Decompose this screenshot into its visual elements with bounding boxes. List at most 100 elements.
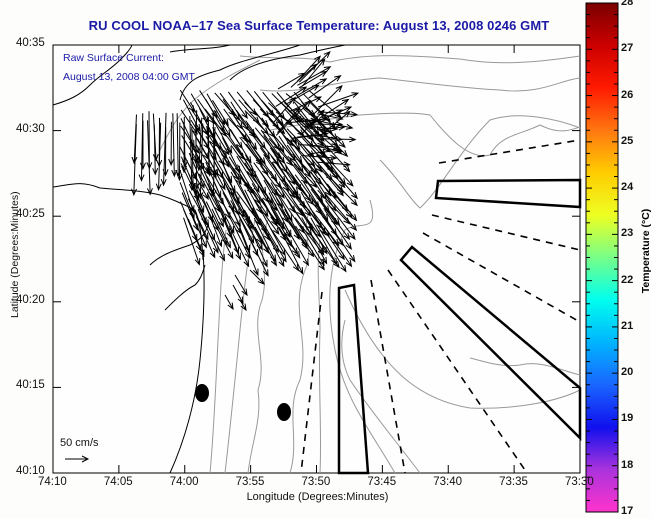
current-vector-arrow [187, 218, 205, 258]
colorbar-tick-label: 24 [621, 181, 634, 194]
current-vector-arrow [239, 299, 247, 312]
current-vector-arrow [189, 208, 207, 249]
current-vector-arrow [317, 92, 360, 108]
current-vector-arrow [260, 165, 285, 199]
current-vector-arrow [179, 146, 197, 181]
current-vector-arrow [325, 218, 356, 263]
current-vector-arrow [309, 207, 340, 247]
x-tick-label: 73:50 [301, 476, 331, 488]
current-vector-arrow [310, 147, 342, 155]
current-vector-arrow [197, 208, 219, 254]
current-vector-arrow [205, 153, 226, 191]
current-vector-arrow [317, 164, 344, 197]
colorbar-tick-label: 17 [621, 505, 634, 517]
current-vector-arrow [206, 192, 224, 228]
current-vector-arrow [316, 161, 351, 168]
colorbar-tick-label: 21 [621, 319, 634, 332]
colorbar [585, 2, 619, 513]
current-vector-arrow [221, 216, 241, 261]
x-tick-label: 73:30 [565, 476, 594, 488]
current-vector-arrow [288, 96, 323, 113]
current-vector-arrow [319, 110, 351, 137]
current-vector-arrow [221, 153, 242, 185]
buoy-marker [277, 403, 291, 421]
current-vector-arrow [324, 209, 352, 251]
scale-arrow-icon [65, 455, 90, 463]
current-vector-arrow [231, 207, 250, 253]
current-vector-arrow [275, 218, 301, 259]
current-vector-arrow [270, 171, 296, 214]
current-vector-arrow [229, 128, 252, 164]
surface-current-vectors [131, 50, 360, 312]
current-vector-arrow [181, 135, 200, 165]
current-vector-arrow [326, 162, 359, 200]
current-vector-arrow [183, 209, 202, 252]
current-vector-arrow [325, 200, 356, 241]
current-vector-arrow [224, 294, 234, 311]
current-vector-arrow [297, 66, 332, 86]
current-vector-arrow [205, 207, 223, 248]
polygon-south [337, 283, 370, 475]
shipping-lane-lines [300, 139, 581, 474]
current-vector-arrow [246, 219, 268, 268]
current-vector-arrow [296, 78, 328, 97]
current-vector-arrow [296, 55, 322, 82]
current-vector-arrow [190, 119, 210, 150]
current-vector-arrow [211, 208, 231, 249]
current-vector-arrow [234, 274, 248, 297]
current-vector-arrow [245, 143, 269, 176]
colorbar-tick-label: 19 [621, 412, 634, 425]
colorbar-tick-label: 18 [621, 458, 634, 471]
current-vector-arrow [317, 225, 347, 273]
current-vector-arrow [160, 112, 167, 187]
current-vector-arrow [140, 120, 146, 171]
x-tick-label: 74:00 [169, 476, 199, 488]
current-vector-arrow [227, 91, 248, 120]
current-vector-arrow [259, 209, 286, 257]
current-vector-arrow [311, 84, 343, 117]
current-vector-arrow [308, 225, 340, 269]
x-axis-label: Longitude (Degrees:Minutes) [0, 491, 651, 503]
current-vector-arrow [319, 111, 359, 118]
current-vector-arrow [195, 216, 216, 259]
current-vector-arrow [243, 209, 270, 254]
colorbar-tick-label: 25 [621, 134, 634, 147]
current-vector-arrow [295, 225, 325, 271]
current-vector-arrow [211, 136, 230, 168]
current-vector-arrow [253, 198, 280, 235]
current-vector-arrow [316, 113, 344, 121]
y-axis-label: Latitude (Degrees:Minutes) [9, 191, 21, 318]
current-vector-arrow [286, 137, 316, 167]
current-vector-arrow [290, 115, 318, 124]
y-tick-label: 40:25 [16, 208, 45, 221]
current-vector-arrow [131, 124, 137, 197]
legend-line-1: Raw Surface Current: [63, 52, 164, 64]
current-vector-arrow [319, 198, 351, 241]
current-vector-arrow [162, 127, 169, 177]
current-vector-arrow [325, 172, 358, 207]
colorbar-ticks [586, 2, 618, 513]
current-vector-arrow [278, 227, 304, 275]
current-vector-arrow [308, 74, 342, 99]
current-vector-arrow [183, 217, 201, 266]
y-tick-label: 40:20 [16, 293, 45, 306]
current-vector-arrow [254, 226, 277, 267]
x-tick-label: 73:55 [235, 476, 265, 488]
buoy-marker [195, 384, 209, 402]
current-vector-arrow [275, 99, 312, 136]
y-tick-label: 40:35 [16, 37, 45, 49]
current-vector-arrow [326, 183, 358, 222]
colorbar-title: Temperature (°C) [640, 208, 651, 294]
axis-ticks [52, 44, 581, 474]
chart-title: RU COOL NOAA–17 Sea Surface Temperature:… [88, 18, 550, 33]
current-vector-arrow [176, 122, 183, 182]
current-vector-arrow [259, 218, 287, 263]
current-vector-arrow [284, 224, 310, 267]
current-vector-arrow [244, 227, 269, 277]
disposal-area-polygons [337, 178, 582, 475]
current-vector-arrow [268, 138, 294, 167]
scale-label: 50 cm/s [60, 437, 99, 449]
current-vector-arrow [155, 122, 162, 191]
current-vector-arrow [181, 192, 199, 232]
